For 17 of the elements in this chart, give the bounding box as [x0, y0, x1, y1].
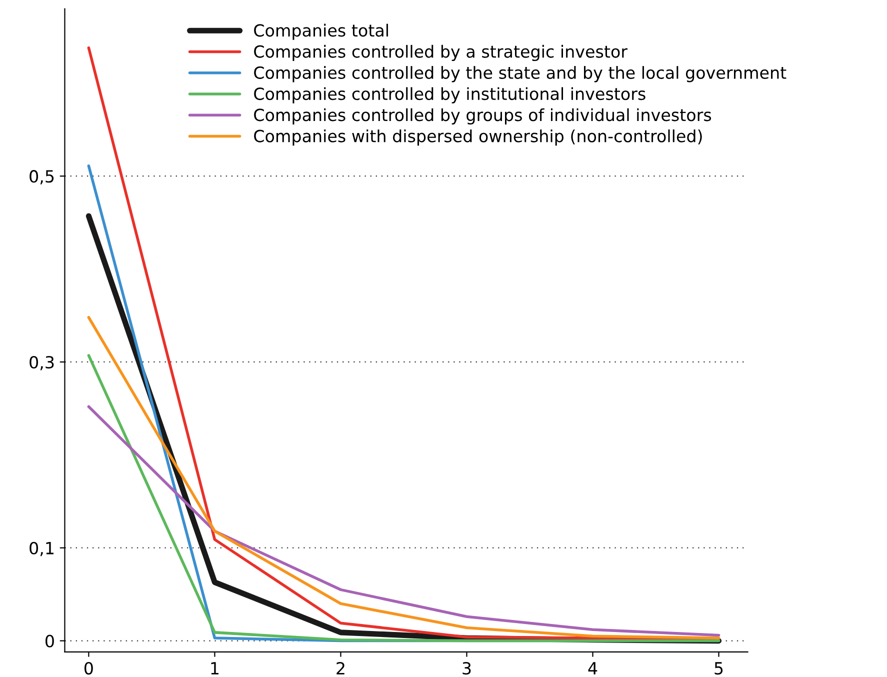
y-tick-label: 0,1 — [30, 542, 54, 556]
x-tick-label: 5 — [714, 662, 723, 675]
legend-label: Companies controlled by the state and by the local government — [254, 66, 786, 82]
x-tick-label: 0 — [84, 662, 93, 675]
x-tick-label: 2 — [336, 662, 344, 674]
y-tick-label: 0,3 — [30, 356, 54, 370]
line-series — [87, 405, 720, 637]
legend-label: Companies controlled by institutional investors — [254, 87, 646, 104]
legend-label: Companies controlled by a strategic investor — [254, 44, 628, 62]
y-tick-label: 0,5 — [30, 170, 54, 184]
legend-label: Companies controlled by groups of individual investors — [254, 108, 712, 124]
legend-label: Companies with dispersed ownership (non-controlled) — [254, 129, 702, 146]
x-tick-label: 4 — [588, 662, 598, 674]
x-tick-label: 1 — [211, 662, 218, 674]
x-tick-label: 3 — [462, 662, 471, 675]
legend-label: Companies total — [254, 24, 388, 40]
y-tick-label: 0 — [46, 634, 54, 648]
